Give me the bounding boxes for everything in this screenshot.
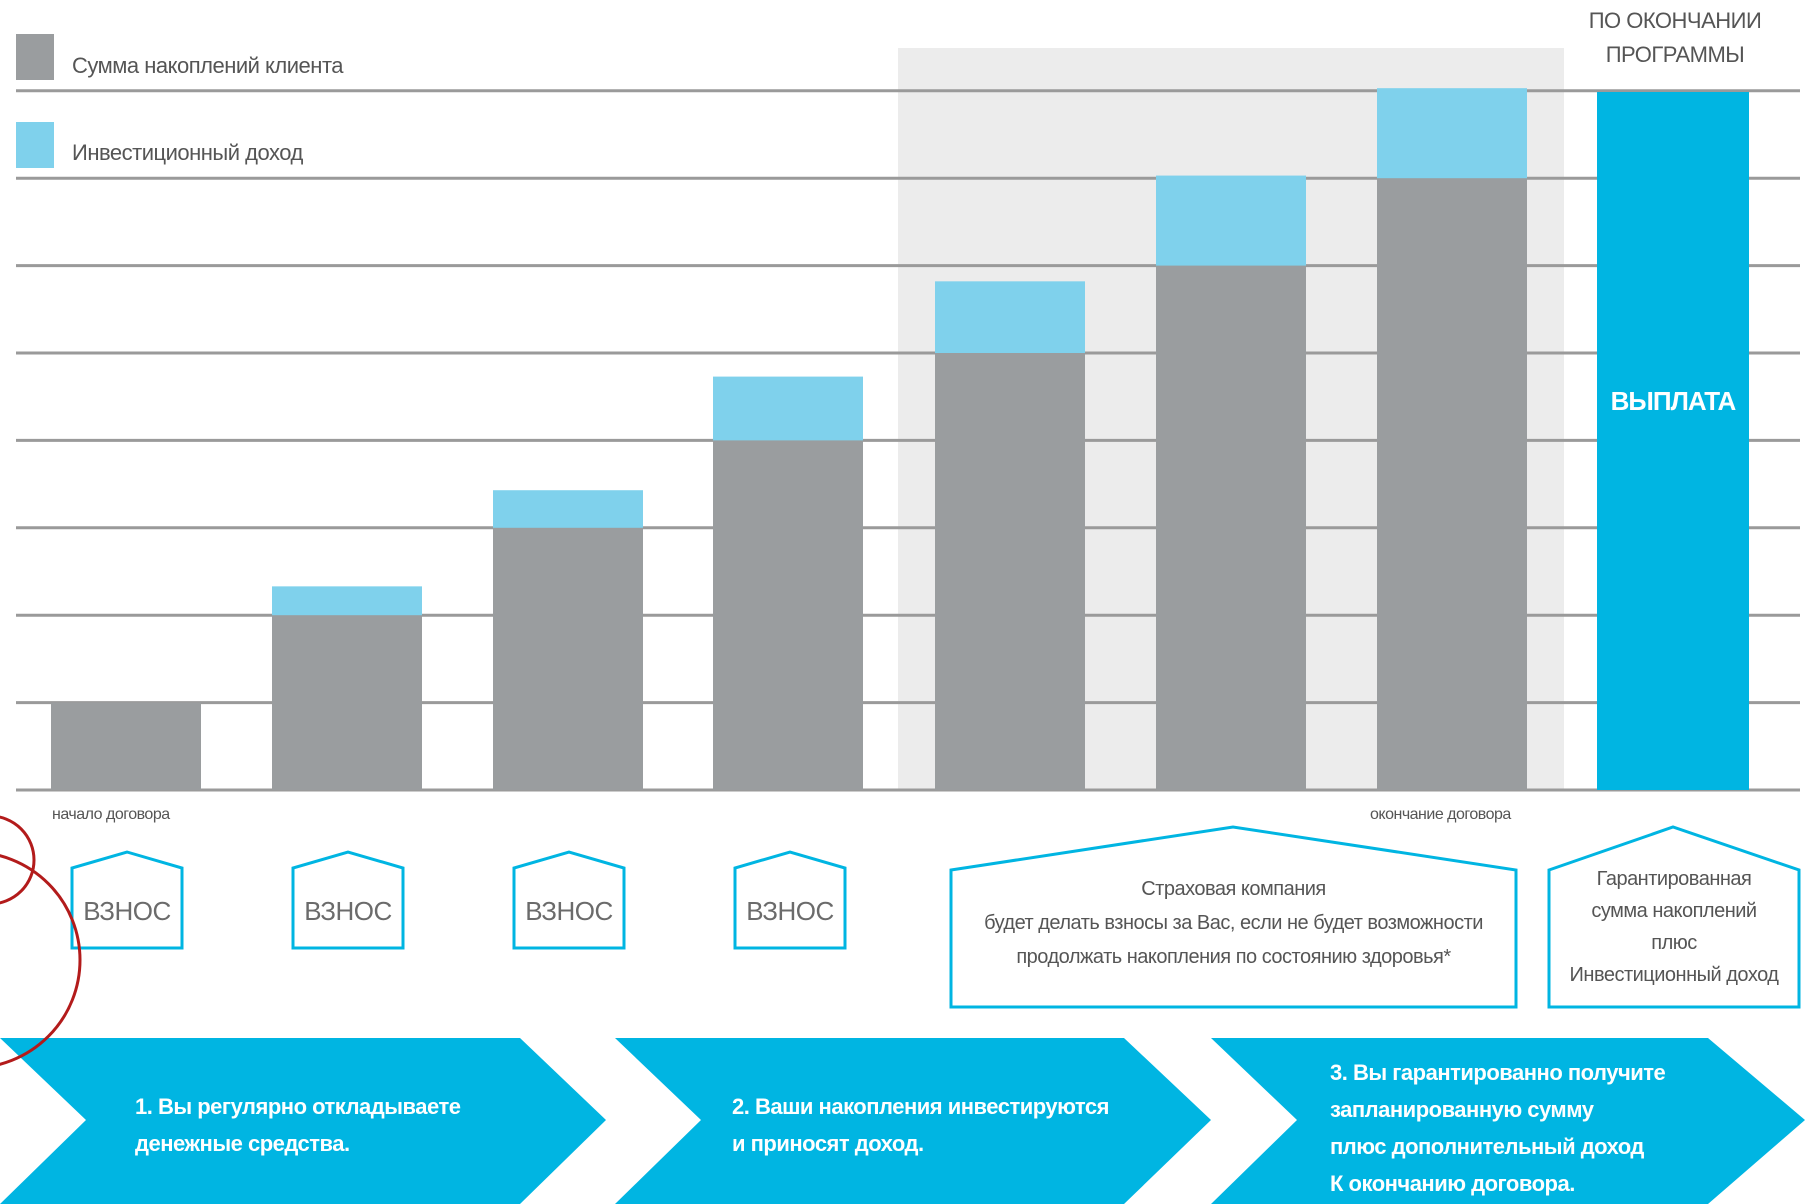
house-marker bbox=[70, 850, 184, 950]
step-2-arrow bbox=[615, 1038, 1211, 1204]
bar-savings bbox=[1377, 178, 1527, 790]
guarantee-box-outline bbox=[1547, 825, 1801, 1009]
step-line: 1. Вы регулярно откладываете bbox=[135, 1094, 461, 1119]
legend-income-swatch bbox=[16, 122, 54, 168]
bar-savings bbox=[1156, 265, 1306, 791]
bar-savings bbox=[272, 615, 422, 790]
axis-start-label: начало договора bbox=[52, 806, 170, 823]
step-3-text: 3. Вы гарантированно получите запланиров… bbox=[1330, 1054, 1666, 1202]
house-marker bbox=[291, 850, 405, 950]
step-1-arrow bbox=[0, 1038, 606, 1204]
step-3-arrow bbox=[1211, 1038, 1805, 1204]
legend-savings-swatch bbox=[16, 34, 54, 80]
step-line: 3. Вы гарантированно получите bbox=[1330, 1060, 1666, 1085]
step-line: и приносят доход. bbox=[732, 1131, 924, 1156]
legend-income-label: Инвестиционный доход bbox=[72, 140, 303, 165]
header-note: ПО ОКОНЧАНИИ ПРОГРАММЫ bbox=[1588, 8, 1762, 67]
bar-income bbox=[493, 490, 643, 528]
house-label: ВЗНОС bbox=[83, 896, 171, 926]
house-label: ВЗНОС bbox=[746, 896, 834, 926]
guarantee-line: плюс bbox=[1651, 932, 1697, 954]
house-label: ВЗНОС bbox=[304, 896, 392, 926]
step-line: запланированную сумму bbox=[1330, 1097, 1594, 1122]
bars bbox=[51, 88, 1527, 791]
bar-savings bbox=[51, 702, 201, 790]
payout-label: ВЫПЛАТА bbox=[1610, 386, 1737, 416]
guarantee-line: сумма накоплений bbox=[1591, 900, 1757, 922]
step-line: 2. Ваши накопления инвестируются bbox=[732, 1094, 1109, 1119]
step-line: плюс дополнительный доход bbox=[1330, 1134, 1644, 1159]
insurance-box-text: Страховая компания будет делать взносы з… bbox=[951, 872, 1516, 974]
insurance-box-outline bbox=[949, 825, 1518, 1009]
house-marker bbox=[512, 850, 626, 950]
bar-savings bbox=[713, 440, 863, 790]
bar-savings bbox=[493, 527, 643, 790]
house-marker bbox=[733, 850, 847, 950]
bar-income bbox=[1156, 175, 1306, 266]
insurance-line: будет делать взносы за Вас, если не буде… bbox=[984, 912, 1483, 934]
payout-bar bbox=[1597, 92, 1749, 790]
insurance-line: Страховая компания bbox=[1141, 878, 1326, 900]
guarantee-line: Гарантированная bbox=[1596, 868, 1752, 890]
bar-income bbox=[713, 376, 863, 441]
axis-end-label: окончание договора bbox=[1370, 806, 1511, 823]
step-2-text: 2. Ваши накопления инвестируются и прино… bbox=[732, 1088, 1109, 1162]
bar-savings bbox=[935, 353, 1085, 790]
red-circle-bottom bbox=[0, 854, 82, 1066]
insurance-line: продолжать накопления по состоянию здоро… bbox=[1016, 946, 1451, 968]
guarantee-box-text: Гарантированная сумма накоплений плюс Ин… bbox=[1549, 863, 1799, 991]
bar-income bbox=[935, 281, 1085, 353]
bar-income bbox=[1377, 88, 1527, 179]
red-circle-top bbox=[0, 815, 36, 905]
legend-savings-label: Сумма накоплений клиента bbox=[72, 53, 344, 78]
house-label: ВЗНОС bbox=[525, 896, 613, 926]
guarantee-line: Инвестиционный доход bbox=[1569, 964, 1779, 986]
step-1-text: 1. Вы регулярно откладываете денежные ср… bbox=[135, 1088, 461, 1162]
step-line: К окончанию договора. bbox=[1330, 1171, 1575, 1196]
bar-income bbox=[272, 586, 422, 616]
step-line: денежные средства. bbox=[135, 1131, 350, 1156]
